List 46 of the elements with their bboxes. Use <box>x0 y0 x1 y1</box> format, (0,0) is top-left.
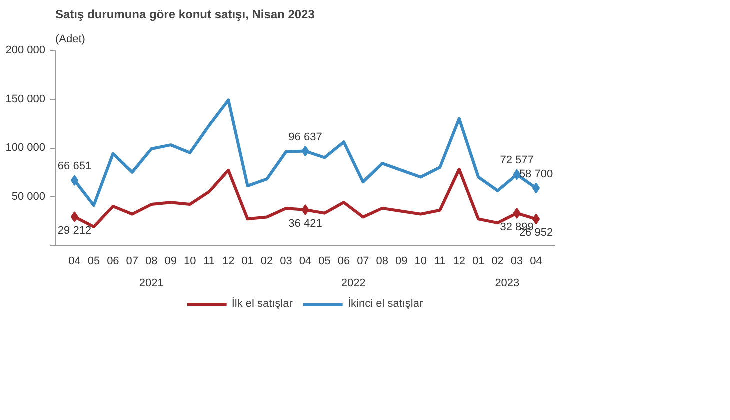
data-label: 96 637 <box>288 131 322 144</box>
legend-label: İkinci el satışlar <box>348 298 424 310</box>
y-tick-label: 100 000 <box>6 142 46 154</box>
x-tick-label: 01 <box>242 256 254 268</box>
point <box>70 175 79 186</box>
y-axis-title: (Adet) <box>56 34 86 46</box>
x-tick-label: 05 <box>318 256 331 268</box>
x-tick-label: 06 <box>338 256 350 268</box>
legend-label: İlk el satışlar <box>232 298 293 310</box>
chart-title: Satış durumuna göre konut satışı, Nisan 2023 <box>56 8 316 22</box>
x-tick-label: 05 <box>88 256 100 268</box>
x-tick-label: 01 <box>472 256 485 268</box>
x-tick-label: 08 <box>146 256 158 268</box>
x-tick-label: 06 <box>107 256 120 268</box>
x-tick-label: 02 <box>260 256 274 268</box>
x-tick-label: 04 <box>299 256 312 268</box>
x-tick-label: 08 <box>376 256 389 268</box>
point <box>532 182 540 194</box>
text: 2023 <box>495 278 520 290</box>
x-tick-label: 10 <box>184 256 196 268</box>
point <box>532 214 540 225</box>
x-tick-label: 11 <box>434 256 446 268</box>
point <box>70 212 79 223</box>
y-tick-label: 200 000 <box>6 44 46 56</box>
x-tick-label: 03 <box>510 256 524 268</box>
x-tick-label: 12 <box>222 256 235 268</box>
x-tick-label: 07 <box>357 256 370 268</box>
x-tick-label: 02 <box>492 256 504 268</box>
text: 2022 <box>341 278 366 290</box>
x-tick-label: 10 <box>414 256 428 268</box>
data-label: 72 577 <box>500 154 534 167</box>
data-label: 66 651 <box>58 160 92 173</box>
x-tick-label: 09 <box>164 256 178 268</box>
x-tick-label: 11 <box>204 256 216 268</box>
x-tick-label: 07 <box>126 256 139 268</box>
y-tick-label: 50 000 <box>12 190 46 203</box>
data-label: 29 212 <box>58 225 92 238</box>
x-tick-label: 04 <box>68 256 81 268</box>
data-label: 36 421 <box>288 218 322 230</box>
data-label: 58 700 <box>519 168 554 180</box>
x-tick-label: 09 <box>396 256 408 268</box>
x-tick-label: 03 <box>280 256 292 268</box>
x-tick-label: 04 <box>530 256 542 268</box>
y-tick-label: 150 000 <box>6 93 46 106</box>
text: 2021 <box>139 278 164 290</box>
x-tick-label: 12 <box>453 256 466 268</box>
